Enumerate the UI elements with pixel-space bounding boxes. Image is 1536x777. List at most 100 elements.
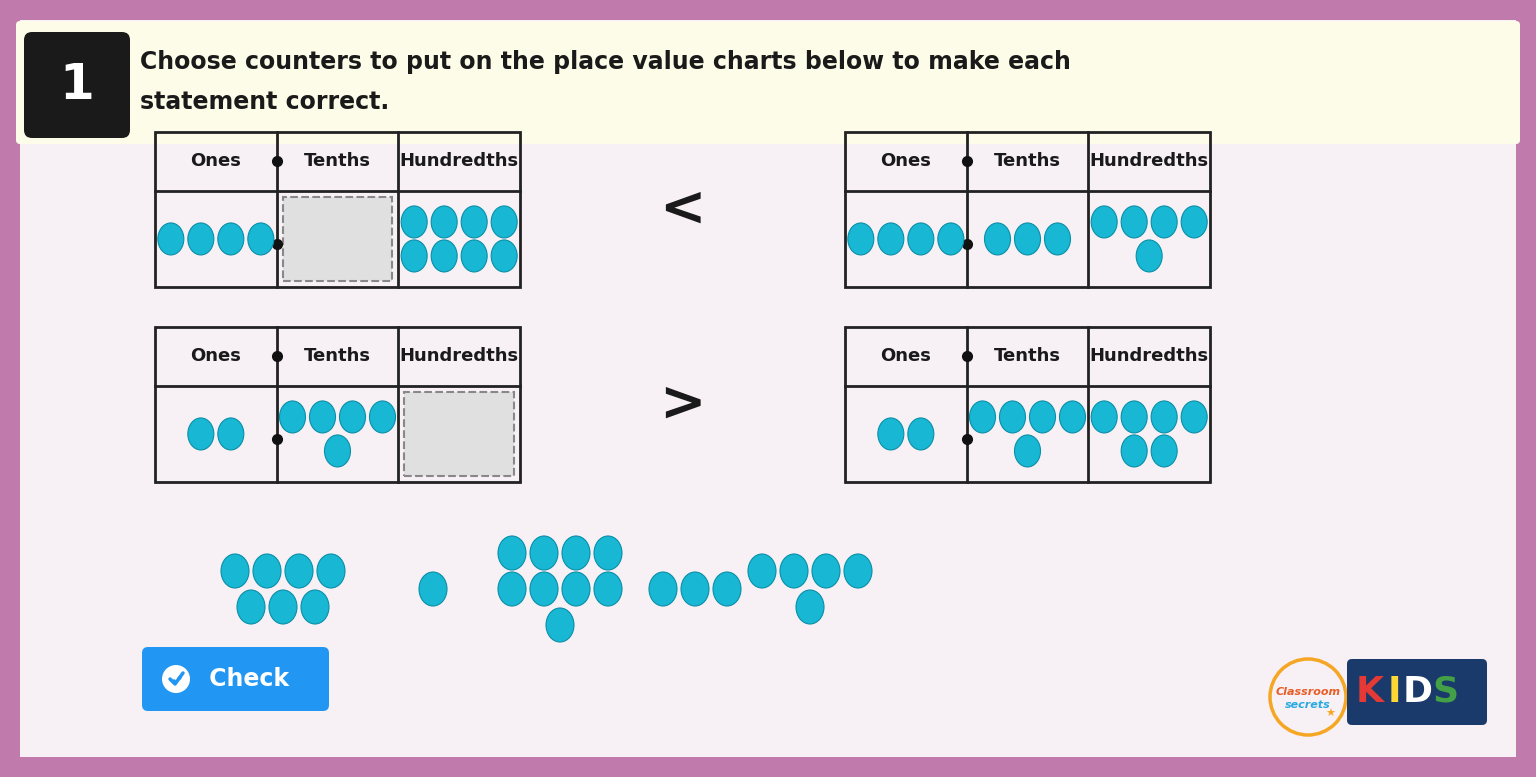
- Ellipse shape: [938, 223, 963, 255]
- Text: Tenths: Tenths: [304, 152, 372, 170]
- Ellipse shape: [530, 572, 558, 606]
- Text: Ones: Ones: [190, 347, 241, 365]
- Ellipse shape: [562, 572, 590, 606]
- Text: statement correct.: statement correct.: [140, 90, 389, 114]
- Ellipse shape: [218, 223, 244, 255]
- Ellipse shape: [498, 536, 525, 570]
- Text: Hundredths: Hundredths: [1089, 152, 1209, 170]
- Ellipse shape: [1091, 206, 1117, 238]
- Ellipse shape: [796, 590, 823, 624]
- Text: Check: Check: [201, 667, 290, 691]
- Text: Hundredths: Hundredths: [399, 347, 519, 365]
- Ellipse shape: [1060, 401, 1086, 433]
- Ellipse shape: [1150, 435, 1177, 467]
- Bar: [404, 392, 515, 476]
- Ellipse shape: [748, 554, 776, 588]
- Ellipse shape: [813, 554, 840, 588]
- Ellipse shape: [1181, 206, 1207, 238]
- Ellipse shape: [1000, 401, 1026, 433]
- Ellipse shape: [218, 418, 244, 450]
- Ellipse shape: [309, 401, 335, 433]
- Text: I: I: [1387, 675, 1401, 709]
- Ellipse shape: [432, 240, 458, 272]
- Text: K: K: [1356, 675, 1384, 709]
- Ellipse shape: [969, 401, 995, 433]
- Text: Ones: Ones: [880, 347, 931, 365]
- Ellipse shape: [908, 418, 934, 450]
- Ellipse shape: [562, 536, 590, 570]
- Ellipse shape: [848, 223, 874, 255]
- Ellipse shape: [985, 223, 1011, 255]
- Ellipse shape: [461, 206, 487, 238]
- Ellipse shape: [286, 554, 313, 588]
- Text: Choose counters to put on the place value charts below to make each: Choose counters to put on the place valu…: [140, 50, 1071, 74]
- FancyBboxPatch shape: [15, 21, 1521, 144]
- Ellipse shape: [780, 554, 808, 588]
- FancyBboxPatch shape: [141, 647, 329, 711]
- Text: Classroom: Classroom: [1275, 687, 1341, 697]
- Ellipse shape: [1150, 401, 1177, 433]
- Ellipse shape: [1181, 401, 1207, 433]
- Ellipse shape: [1014, 223, 1040, 255]
- Text: Tenths: Tenths: [304, 347, 372, 365]
- Text: <: <: [659, 183, 705, 236]
- Ellipse shape: [370, 401, 395, 433]
- Ellipse shape: [1150, 206, 1177, 238]
- Bar: [283, 197, 392, 281]
- Ellipse shape: [492, 206, 518, 238]
- Ellipse shape: [187, 418, 214, 450]
- Ellipse shape: [280, 401, 306, 433]
- Ellipse shape: [158, 223, 184, 255]
- Ellipse shape: [843, 554, 872, 588]
- Ellipse shape: [594, 572, 622, 606]
- Text: >: >: [659, 378, 705, 431]
- Circle shape: [161, 665, 190, 693]
- Ellipse shape: [492, 240, 518, 272]
- Ellipse shape: [1014, 435, 1040, 467]
- Ellipse shape: [301, 590, 329, 624]
- Ellipse shape: [650, 572, 677, 606]
- Ellipse shape: [594, 536, 622, 570]
- Bar: [845, 327, 1210, 482]
- Text: Tenths: Tenths: [994, 152, 1061, 170]
- Ellipse shape: [713, 572, 740, 606]
- Text: ★: ★: [1326, 709, 1335, 719]
- Ellipse shape: [432, 206, 458, 238]
- Ellipse shape: [339, 401, 366, 433]
- Ellipse shape: [1091, 401, 1117, 433]
- Text: Hundredths: Hundredths: [399, 152, 519, 170]
- Text: Hundredths: Hundredths: [1089, 347, 1209, 365]
- Ellipse shape: [187, 223, 214, 255]
- Ellipse shape: [401, 240, 427, 272]
- FancyBboxPatch shape: [25, 32, 131, 138]
- Ellipse shape: [401, 206, 427, 238]
- Text: secrets: secrets: [1286, 700, 1330, 710]
- Ellipse shape: [879, 418, 903, 450]
- Ellipse shape: [221, 554, 249, 588]
- Bar: [155, 132, 521, 287]
- Bar: [845, 132, 1210, 287]
- Ellipse shape: [253, 554, 281, 588]
- Ellipse shape: [316, 554, 346, 588]
- Ellipse shape: [545, 608, 574, 642]
- Ellipse shape: [247, 223, 273, 255]
- Ellipse shape: [269, 590, 296, 624]
- Text: Ones: Ones: [190, 152, 241, 170]
- Ellipse shape: [530, 536, 558, 570]
- Text: S: S: [1432, 675, 1458, 709]
- Text: 1: 1: [60, 61, 94, 109]
- Ellipse shape: [908, 223, 934, 255]
- Bar: [155, 327, 521, 482]
- Ellipse shape: [1121, 206, 1147, 238]
- Ellipse shape: [879, 223, 903, 255]
- Ellipse shape: [461, 240, 487, 272]
- Ellipse shape: [498, 572, 525, 606]
- Text: Tenths: Tenths: [994, 347, 1061, 365]
- Ellipse shape: [324, 435, 350, 467]
- Ellipse shape: [1121, 435, 1147, 467]
- Ellipse shape: [419, 572, 447, 606]
- Ellipse shape: [680, 572, 710, 606]
- Text: D: D: [1402, 675, 1433, 709]
- Ellipse shape: [1044, 223, 1071, 255]
- Ellipse shape: [1137, 240, 1163, 272]
